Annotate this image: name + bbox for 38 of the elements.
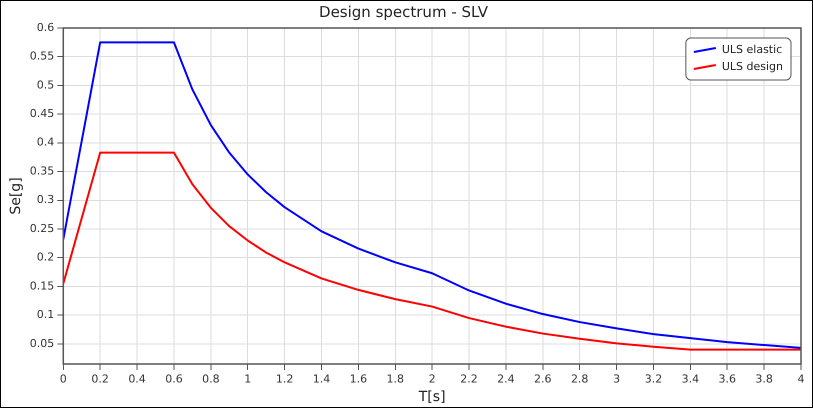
y-tick-label: 0.1	[36, 308, 54, 322]
x-tick-label: 0	[60, 372, 67, 386]
y-axis-title: Se[g]	[8, 177, 24, 215]
x-tick-label: 0.2	[91, 372, 109, 386]
legend-label: ULS elastic	[722, 42, 782, 56]
x-tick-label: 3.2	[644, 372, 662, 386]
x-tick-label: 3	[613, 372, 620, 386]
x-tick-label: 0.8	[202, 372, 220, 386]
x-tick-label: 1.8	[386, 372, 404, 386]
x-tick-label: 2.8	[570, 372, 588, 386]
x-tick-label: 3.4	[682, 372, 700, 386]
x-tick-label: 1	[244, 372, 252, 386]
y-tick-label: 0.15	[30, 279, 54, 292]
x-tick-label: 1.2	[276, 372, 294, 386]
x-tick-label: 2.4	[497, 372, 515, 386]
x-tick-label: 0.4	[128, 372, 146, 386]
y-tick-label: 0.35	[30, 164, 54, 178]
y-tick-label: 0.5	[36, 78, 54, 92]
x-tick-label: 0.6	[165, 372, 183, 386]
y-tick-label: 0.45	[30, 107, 54, 120]
chart-title: Design spectrum - SLV	[319, 2, 489, 21]
x-tick-label: 2.6	[534, 372, 552, 386]
x-tick-label: 2	[428, 372, 436, 386]
x-tick-label: 4	[798, 372, 804, 386]
y-tick-label: 0.25	[30, 222, 54, 235]
y-tick-label: 0.55	[30, 50, 54, 63]
x-tick-label: 3.6	[718, 372, 736, 386]
y-tick-label: 0.2	[36, 250, 54, 264]
y-tick-label: 0.6	[36, 20, 54, 34]
x-tick-label: 1.6	[350, 372, 368, 386]
x-tick-label: 3.8	[755, 372, 773, 386]
x-tick-label: 1.4	[312, 372, 330, 386]
y-tick-label: 0.05	[30, 336, 54, 350]
y-tick-label: 0.3	[36, 193, 54, 206]
legend-label: ULS design	[722, 60, 784, 73]
y-tick-label: 0.4	[36, 136, 54, 149]
x-tick-label: 2.2	[460, 372, 478, 386]
x-axis-title: T[s]	[418, 389, 446, 406]
